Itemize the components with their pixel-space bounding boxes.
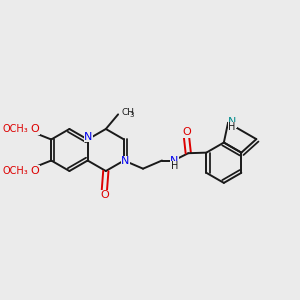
Text: OCH₃: OCH₃ xyxy=(2,166,28,176)
Text: 3: 3 xyxy=(130,112,134,118)
Text: O: O xyxy=(31,166,39,176)
Text: 3: 3 xyxy=(23,170,27,176)
Text: O: O xyxy=(31,124,39,134)
Text: O: O xyxy=(182,127,191,137)
Text: N: N xyxy=(121,156,129,166)
Text: N: N xyxy=(84,132,92,142)
Text: OCH₃: OCH₃ xyxy=(2,124,28,134)
Text: O: O xyxy=(100,190,109,200)
Text: 3: 3 xyxy=(23,128,27,134)
Text: N: N xyxy=(228,117,236,127)
Text: H: H xyxy=(171,161,178,171)
Text: N: N xyxy=(170,155,178,166)
Text: H: H xyxy=(228,122,236,133)
Text: CH: CH xyxy=(14,166,26,175)
Text: CH: CH xyxy=(121,108,134,117)
Text: CH: CH xyxy=(14,125,26,134)
